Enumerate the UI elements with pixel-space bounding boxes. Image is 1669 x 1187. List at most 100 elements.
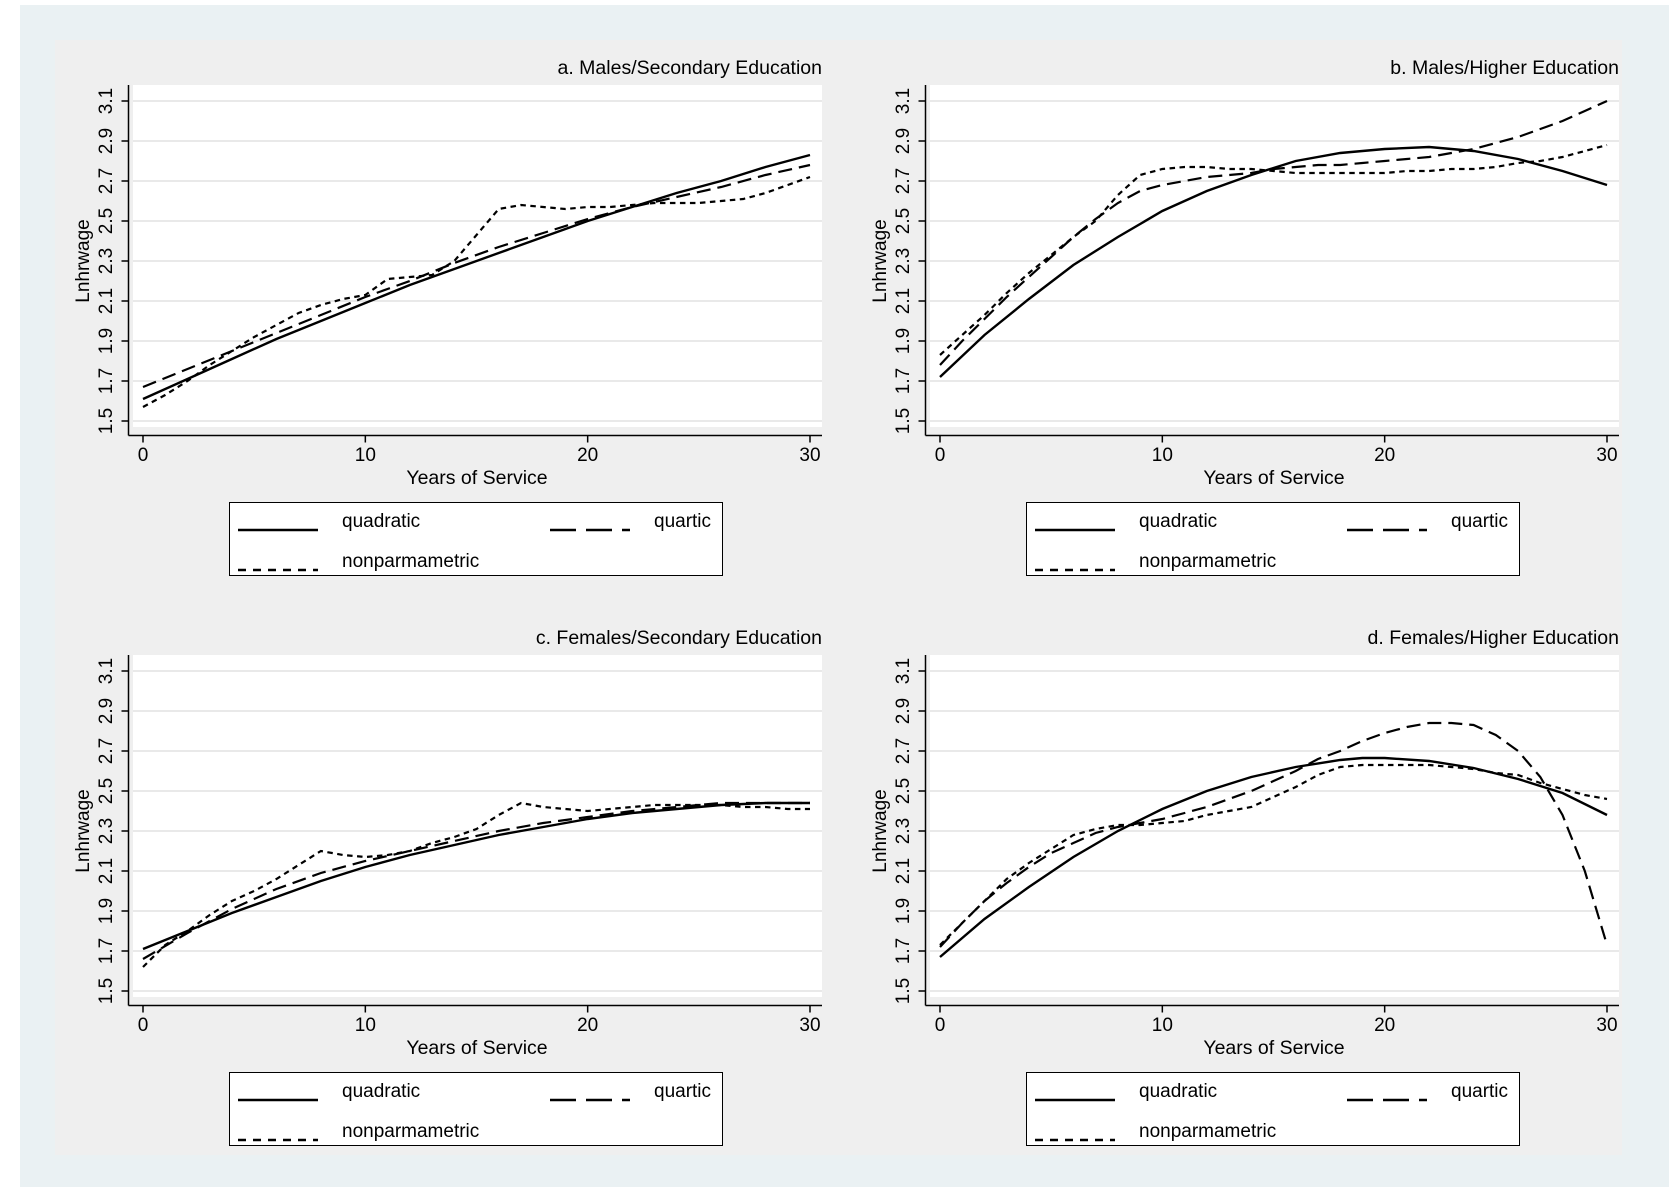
panel-males-secondary: a. Males/Secondary Education Lnhrwage Ye… xyxy=(0,0,872,617)
x-tick-label: 10 xyxy=(1151,445,1173,466)
y-tick-label: 2.1 xyxy=(893,857,914,885)
x-tick-label: 0 xyxy=(934,445,946,466)
legend-shortdash-line-icon xyxy=(237,559,319,572)
legend-shortdash-line-icon xyxy=(237,1129,319,1142)
y-tick-label: 1.5 xyxy=(893,407,914,435)
legend-solid-line-icon xyxy=(237,1089,319,1102)
legend-solid-line-icon xyxy=(1034,519,1116,532)
y-tick-label: 2.5 xyxy=(96,207,117,235)
y-tick-label: 2.7 xyxy=(96,737,117,765)
x-tick-label: 30 xyxy=(799,1015,821,1036)
y-tick-label: 1.7 xyxy=(893,937,914,965)
x-tick-label: 30 xyxy=(799,445,821,466)
x-tick-label: 20 xyxy=(1374,1015,1396,1036)
series-line-quartic xyxy=(939,721,1609,948)
y-tick-label: 1.9 xyxy=(893,327,914,355)
y-tick-label: 1.5 xyxy=(96,407,117,435)
panel-title: a. Males/Secondary Education xyxy=(557,57,823,79)
x-tick-label: 10 xyxy=(354,1015,376,1036)
panel-females-higher: d. Females/Higher Education Lnhrwage Yea… xyxy=(797,570,1669,1187)
plot-background xyxy=(930,655,1619,997)
y-tick-label: 2.9 xyxy=(893,697,914,725)
y-tick-label: 3.1 xyxy=(96,657,117,685)
plot-area xyxy=(918,655,1619,1013)
series-line-quartic xyxy=(939,99,1608,366)
plot-background xyxy=(930,85,1619,427)
y-tick-label: 1.7 xyxy=(893,367,914,395)
y-tick-label: 2.3 xyxy=(893,817,914,845)
panel-title: d. Females/Higher Education xyxy=(1367,627,1619,649)
panel-title: b. Males/Higher Education xyxy=(1390,57,1619,79)
series-line-nonparmametric xyxy=(939,143,1608,356)
x-axis-title: Years of Service xyxy=(406,467,548,489)
plot-area xyxy=(121,655,822,1013)
y-tick-label: 2.9 xyxy=(96,697,117,725)
series-line-quartic xyxy=(142,163,811,389)
x-axis-title: Years of Service xyxy=(406,1037,548,1059)
legend-label-nonparmametric: nonparmametric xyxy=(342,551,480,572)
y-tick-label: 1.5 xyxy=(893,977,914,1005)
legend-label-quadratic: quadratic xyxy=(1139,511,1218,532)
x-tick-label: 30 xyxy=(1596,1015,1618,1036)
legend-label-quadratic: quadratic xyxy=(342,511,421,532)
legend-longdash-line-icon xyxy=(1346,1089,1428,1102)
series-line-quartic xyxy=(142,801,810,960)
x-tick-label: 0 xyxy=(934,1015,946,1036)
x-tick-label: 0 xyxy=(137,1015,149,1036)
panel-females-secondary: c. Females/Secondary Education Lnhrwage … xyxy=(0,570,872,1187)
legend-solid-line-icon xyxy=(237,519,319,532)
y-tick-label: 3.1 xyxy=(893,87,914,115)
y-tick-label: 1.7 xyxy=(96,937,117,965)
y-axis-title: Lnhrwage xyxy=(870,219,891,303)
y-tick-label: 2.5 xyxy=(893,207,914,235)
legend: quadratic quartic nonparmametric xyxy=(1026,1072,1520,1146)
legend-longdash-line-icon xyxy=(549,519,631,532)
y-tick-label: 2.3 xyxy=(893,247,914,275)
y-tick-label: 1.9 xyxy=(96,897,117,925)
y-tick-label: 1.7 xyxy=(96,367,117,395)
y-tick-label: 2.7 xyxy=(893,737,914,765)
panel-males-higher: b. Males/Higher Education Lnhrwage Years… xyxy=(797,0,1669,617)
legend-shortdash-line-icon xyxy=(1034,559,1116,572)
y-tick-label: 2.5 xyxy=(96,777,117,805)
legend-label-quadratic: quadratic xyxy=(342,1081,421,1102)
y-axis-title: Lnhrwage xyxy=(73,789,94,873)
y-axis-title: Lnhrwage xyxy=(73,219,94,303)
series-line-nonparmametric xyxy=(142,801,810,968)
x-tick-label: 10 xyxy=(354,445,376,466)
x-axis-title: Years of Service xyxy=(1203,1037,1345,1059)
x-axis-title: Years of Service xyxy=(1203,467,1345,489)
legend: quadratic quartic nonparmametric xyxy=(229,1072,723,1146)
y-tick-label: 2.3 xyxy=(96,247,117,275)
legend-label-nonparmametric: nonparmametric xyxy=(342,1121,480,1142)
legend-label-nonparmametric: nonparmametric xyxy=(1139,551,1277,572)
y-tick-label: 2.3 xyxy=(96,817,117,845)
plot-background xyxy=(133,85,822,427)
y-tick-label: 2.5 xyxy=(893,777,914,805)
series-line-quadratic xyxy=(142,153,811,401)
legend-shortdash-line-icon xyxy=(1034,1129,1116,1142)
legend-label-quartic: quartic xyxy=(1451,511,1509,532)
y-tick-label: 1.5 xyxy=(96,977,117,1005)
x-tick-label: 20 xyxy=(577,1015,599,1036)
y-tick-label: 2.1 xyxy=(96,287,117,315)
x-tick-label: 10 xyxy=(1151,1015,1173,1036)
x-tick-label: 30 xyxy=(1596,445,1618,466)
y-tick-label: 1.9 xyxy=(893,897,914,925)
y-tick-label: 2.7 xyxy=(96,167,117,195)
y-tick-label: 2.9 xyxy=(96,127,117,155)
legend-label-quartic: quartic xyxy=(1451,1081,1509,1102)
series-line-nonparmametric xyxy=(142,175,811,408)
legend-solid-line-icon xyxy=(1034,1089,1116,1102)
legend-label-nonparmametric: nonparmametric xyxy=(1139,1121,1277,1142)
plot-background xyxy=(133,655,822,997)
legend-longdash-line-icon xyxy=(1346,519,1428,532)
y-tick-label: 2.9 xyxy=(893,127,914,155)
legend-label-quartic: quartic xyxy=(654,1081,712,1102)
y-tick-label: 2.1 xyxy=(893,287,914,315)
legend-label-quartic: quartic xyxy=(654,511,712,532)
x-tick-label: 20 xyxy=(1374,445,1396,466)
y-tick-label: 2.1 xyxy=(96,857,117,885)
y-tick-label: 3.1 xyxy=(893,657,914,685)
